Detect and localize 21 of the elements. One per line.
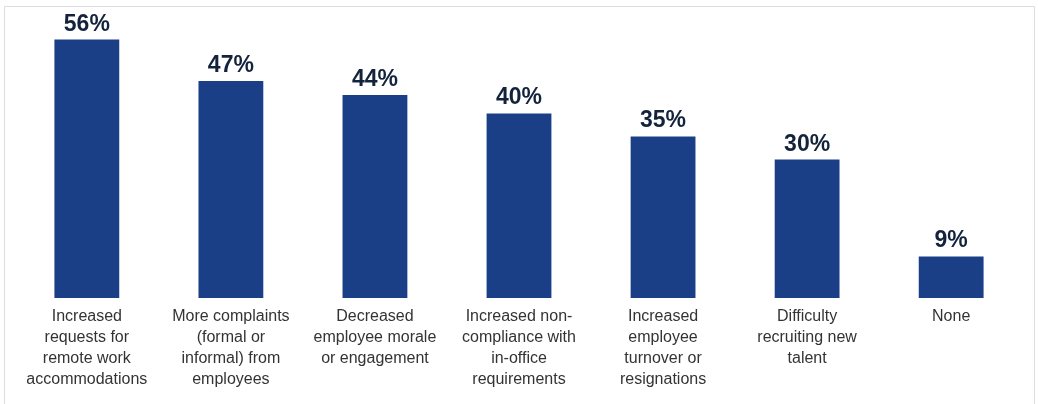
- x-tick-label: Decreased employee morale or engagement: [313, 307, 437, 366]
- x-tick-label: Increased employee turnover or resignations: [619, 307, 707, 387]
- bar: [54, 39, 120, 298]
- data-label: 56%: [63, 9, 110, 36]
- data-label: 47%: [207, 51, 254, 78]
- data-label: 35%: [640, 106, 687, 133]
- x-tick-label: Difficulty recruiting new talent: [757, 307, 858, 366]
- x-tick-label: More complaints (formal or informal) from employees: [172, 307, 290, 387]
- data-label: 30%: [784, 129, 831, 156]
- data-label: 9%: [934, 226, 968, 253]
- data-label: 40%: [495, 83, 543, 110]
- bar: [918, 256, 984, 298]
- bar: [486, 113, 552, 298]
- x-tick-label: Increased non-compliance with in-office requirements: [462, 307, 576, 387]
- x-tick-label: None: [932, 307, 971, 324]
- bar: [630, 136, 696, 298]
- bar: [198, 81, 264, 298]
- bar: [342, 94, 408, 298]
- data-label: 44%: [351, 64, 398, 91]
- bar: [774, 159, 840, 298]
- x-tick-label: Increased requests for remote work accommodations: [26, 307, 148, 387]
